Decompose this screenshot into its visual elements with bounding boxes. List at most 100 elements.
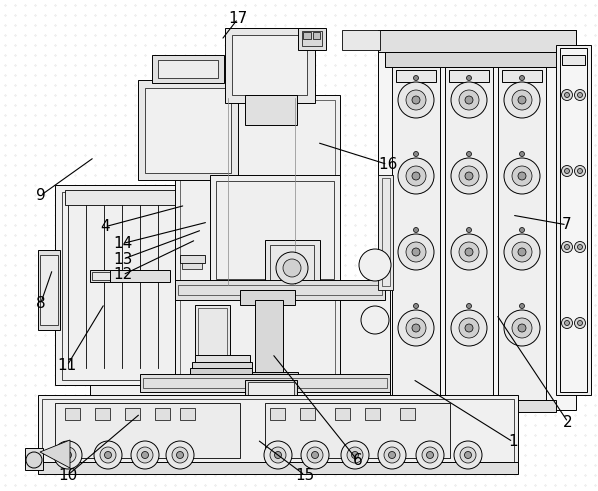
- Bar: [65, 190, 185, 205]
- Text: 2: 2: [563, 415, 573, 430]
- Circle shape: [352, 452, 358, 459]
- Bar: [155, 408, 170, 420]
- Bar: [378, 30, 576, 52]
- Circle shape: [578, 245, 582, 249]
- Text: 4: 4: [100, 219, 109, 234]
- Text: 12: 12: [113, 268, 132, 282]
- Bar: [365, 408, 380, 420]
- Bar: [138, 80, 238, 180]
- Bar: [313, 32, 320, 39]
- Bar: [270, 408, 285, 420]
- Bar: [240, 372, 298, 384]
- Text: 17: 17: [228, 11, 248, 26]
- Circle shape: [422, 447, 438, 463]
- Bar: [502, 70, 542, 82]
- Circle shape: [412, 96, 420, 104]
- Bar: [335, 408, 350, 420]
- Bar: [248, 382, 294, 400]
- Circle shape: [359, 249, 391, 281]
- Circle shape: [466, 152, 471, 157]
- Bar: [270, 245, 314, 289]
- Circle shape: [459, 166, 479, 186]
- Text: 9: 9: [36, 188, 45, 203]
- Bar: [95, 408, 110, 420]
- Circle shape: [465, 248, 473, 256]
- Bar: [110, 270, 170, 282]
- Bar: [145, 88, 231, 173]
- Circle shape: [389, 452, 395, 459]
- Circle shape: [575, 318, 585, 328]
- Bar: [300, 408, 315, 420]
- Circle shape: [172, 447, 188, 463]
- Circle shape: [459, 318, 479, 338]
- Circle shape: [398, 234, 434, 270]
- Bar: [392, 67, 440, 402]
- Circle shape: [512, 166, 532, 186]
- Bar: [396, 70, 436, 82]
- Bar: [560, 48, 587, 392]
- Bar: [198, 308, 227, 357]
- Bar: [240, 290, 295, 305]
- Bar: [385, 52, 568, 67]
- Circle shape: [512, 90, 532, 110]
- Circle shape: [504, 158, 540, 194]
- Circle shape: [412, 172, 420, 180]
- Circle shape: [60, 447, 76, 463]
- Circle shape: [575, 165, 585, 176]
- Circle shape: [466, 76, 471, 81]
- Bar: [225, 28, 315, 103]
- Circle shape: [264, 441, 292, 469]
- Bar: [90, 282, 390, 402]
- Circle shape: [451, 234, 487, 270]
- Bar: [216, 181, 334, 279]
- Circle shape: [518, 248, 526, 256]
- Bar: [245, 380, 297, 402]
- Bar: [175, 280, 385, 300]
- Bar: [210, 175, 340, 285]
- Bar: [125, 408, 140, 420]
- Bar: [42, 399, 514, 467]
- Bar: [378, 30, 576, 410]
- Text: 6: 6: [353, 453, 362, 468]
- Circle shape: [451, 158, 487, 194]
- Circle shape: [518, 324, 526, 332]
- Text: 16: 16: [378, 157, 397, 172]
- Circle shape: [504, 310, 540, 346]
- Bar: [175, 95, 340, 390]
- Circle shape: [413, 76, 419, 81]
- Circle shape: [426, 452, 434, 459]
- Circle shape: [378, 441, 406, 469]
- Circle shape: [413, 303, 419, 308]
- Circle shape: [276, 252, 308, 284]
- Circle shape: [459, 242, 479, 262]
- Circle shape: [361, 306, 389, 334]
- Circle shape: [565, 245, 569, 249]
- Circle shape: [105, 452, 111, 459]
- Circle shape: [137, 447, 153, 463]
- Circle shape: [562, 318, 572, 328]
- Circle shape: [451, 82, 487, 118]
- Bar: [449, 70, 489, 82]
- Circle shape: [412, 324, 420, 332]
- Circle shape: [504, 82, 540, 118]
- Bar: [38, 462, 518, 474]
- Circle shape: [466, 303, 471, 308]
- Bar: [55, 185, 255, 385]
- Bar: [265, 240, 320, 295]
- Circle shape: [578, 168, 582, 173]
- Bar: [400, 408, 415, 420]
- Bar: [190, 368, 252, 376]
- Circle shape: [283, 259, 301, 277]
- Bar: [55, 403, 240, 458]
- Bar: [182, 263, 202, 269]
- Bar: [382, 178, 390, 286]
- Circle shape: [459, 90, 479, 110]
- Bar: [192, 362, 252, 370]
- Circle shape: [26, 452, 42, 468]
- Circle shape: [565, 168, 569, 173]
- Bar: [342, 30, 380, 50]
- Circle shape: [274, 452, 282, 459]
- Bar: [38, 395, 518, 470]
- Text: 10: 10: [58, 468, 77, 483]
- Text: 1: 1: [508, 435, 518, 449]
